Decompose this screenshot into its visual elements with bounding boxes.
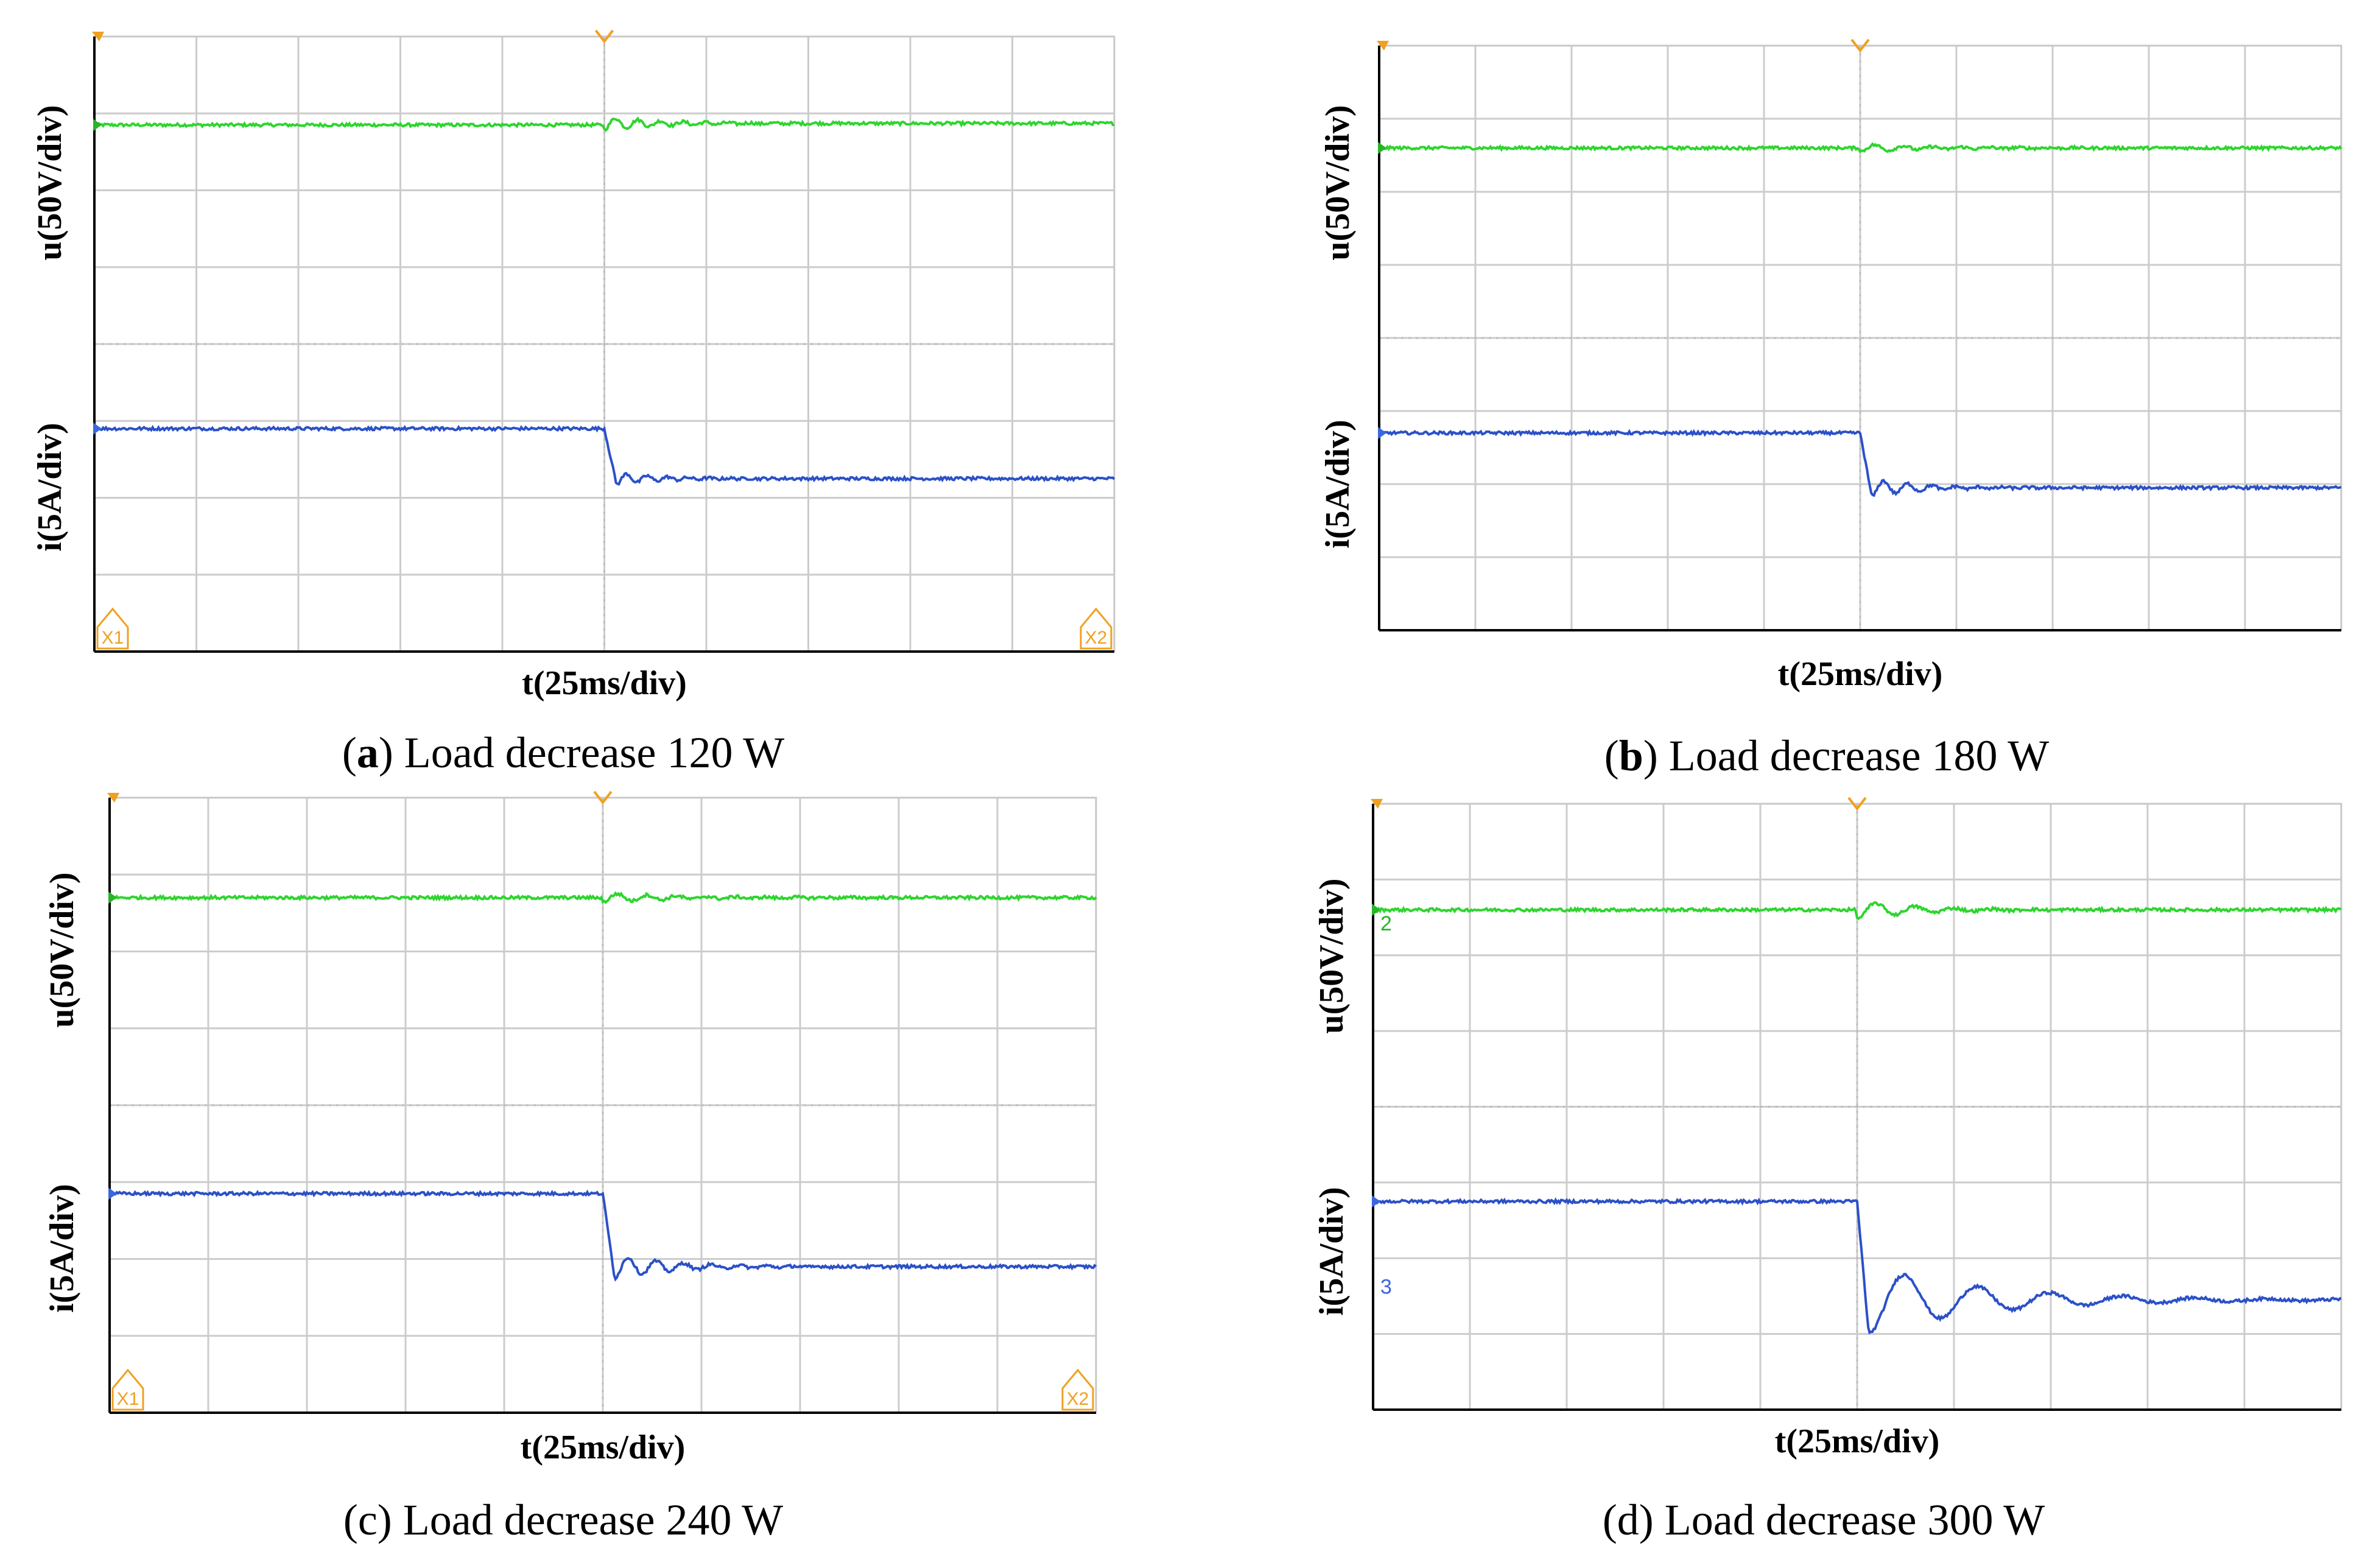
panel-caption: (c) Load decrease 240 W (343, 1496, 783, 1544)
channel-label-u: 2 (1380, 912, 1392, 935)
y-axis-label-voltage: u(50V/div) (43, 872, 81, 1027)
x-axis-label: t(25ms/div) (522, 664, 687, 702)
origin-marker (92, 32, 104, 41)
channel-arrow-i (93, 422, 102, 435)
trace-u (1379, 142, 2342, 153)
x-axis-label: t(25ms/div) (1778, 655, 1943, 693)
grid (1379, 46, 2341, 630)
panel-c: X1 X2 t(25ms/div) u(50V/div) i(5A/div) (c) Lo… (43, 790, 1097, 1544)
trace-i (94, 424, 1116, 486)
channel-arrow-u (93, 119, 102, 132)
grid (110, 798, 1096, 1413)
origin-marker (1371, 799, 1383, 809)
channel-arrow-i (1372, 1195, 1380, 1208)
trigger-marker (593, 790, 613, 805)
channel-arrow-u (108, 891, 117, 904)
trace-i (1372, 1197, 2341, 1335)
trace-u (108, 891, 1097, 904)
channel-arrow-i (108, 1187, 117, 1200)
channel-arrow-u (1378, 142, 1386, 154)
x-axis-label: t(25ms/div) (1775, 1422, 1940, 1460)
trigger-marker (594, 29, 614, 44)
x-marker-label: X1 (117, 1389, 139, 1409)
y-axis-label-voltage: u(50V/div) (31, 105, 69, 260)
panel-caption: (b) Load decrease 180 W (1604, 731, 2049, 780)
x-marker-label: X2 (1067, 1389, 1089, 1409)
channel-arrow-u (1372, 904, 1380, 916)
x-marker-label: X2 (1085, 628, 1108, 648)
trace-i (108, 1189, 1097, 1282)
grid (94, 37, 1114, 652)
trace-u (93, 116, 1115, 132)
panel-a: X1 X2 t(25ms/div) u(50V/div) i(5A/div) (a) Lo… (31, 29, 1116, 777)
panel-b: t(25ms/div) u(50V/div) i(5A/div) (b) Load d… (1319, 38, 2342, 780)
panel-caption: (a) Load decrease 120 W (342, 728, 784, 777)
y-axis-label-current: i(5A/div) (31, 423, 69, 552)
trace-i (1379, 429, 2342, 497)
y-axis-label-current: i(5A/div) (1313, 1187, 1351, 1316)
panel-d: 2 3 t(25ms/div) u(50V/div) i(5A/div) (d) Load… (1313, 796, 2342, 1544)
panel-caption: (d) Load decrease 300 W (1603, 1496, 2045, 1544)
x-marker-label: X1 (102, 628, 124, 648)
trigger-marker (1850, 38, 1870, 53)
y-axis-label-current: i(5A/div) (43, 1184, 81, 1313)
channel-label-i: 3 (1380, 1276, 1392, 1299)
x-marker-2 (1080, 607, 1112, 650)
y-axis-label-voltage: u(50V/div) (1319, 105, 1357, 260)
x-marker-1 (111, 1368, 144, 1411)
x-marker-1 (96, 607, 129, 650)
channel-arrow-i (1378, 427, 1386, 439)
trace-u (1372, 901, 2342, 920)
origin-marker (1377, 41, 1389, 51)
y-axis-label-current: i(5A/div) (1319, 420, 1357, 549)
grid (1373, 804, 2341, 1410)
x-marker-2 (1061, 1368, 1094, 1411)
y-axis-label-voltage: u(50V/div) (1313, 878, 1351, 1033)
origin-marker (107, 793, 119, 803)
x-axis-label: t(25ms/div) (521, 1429, 686, 1466)
trigger-marker (1847, 796, 1867, 811)
